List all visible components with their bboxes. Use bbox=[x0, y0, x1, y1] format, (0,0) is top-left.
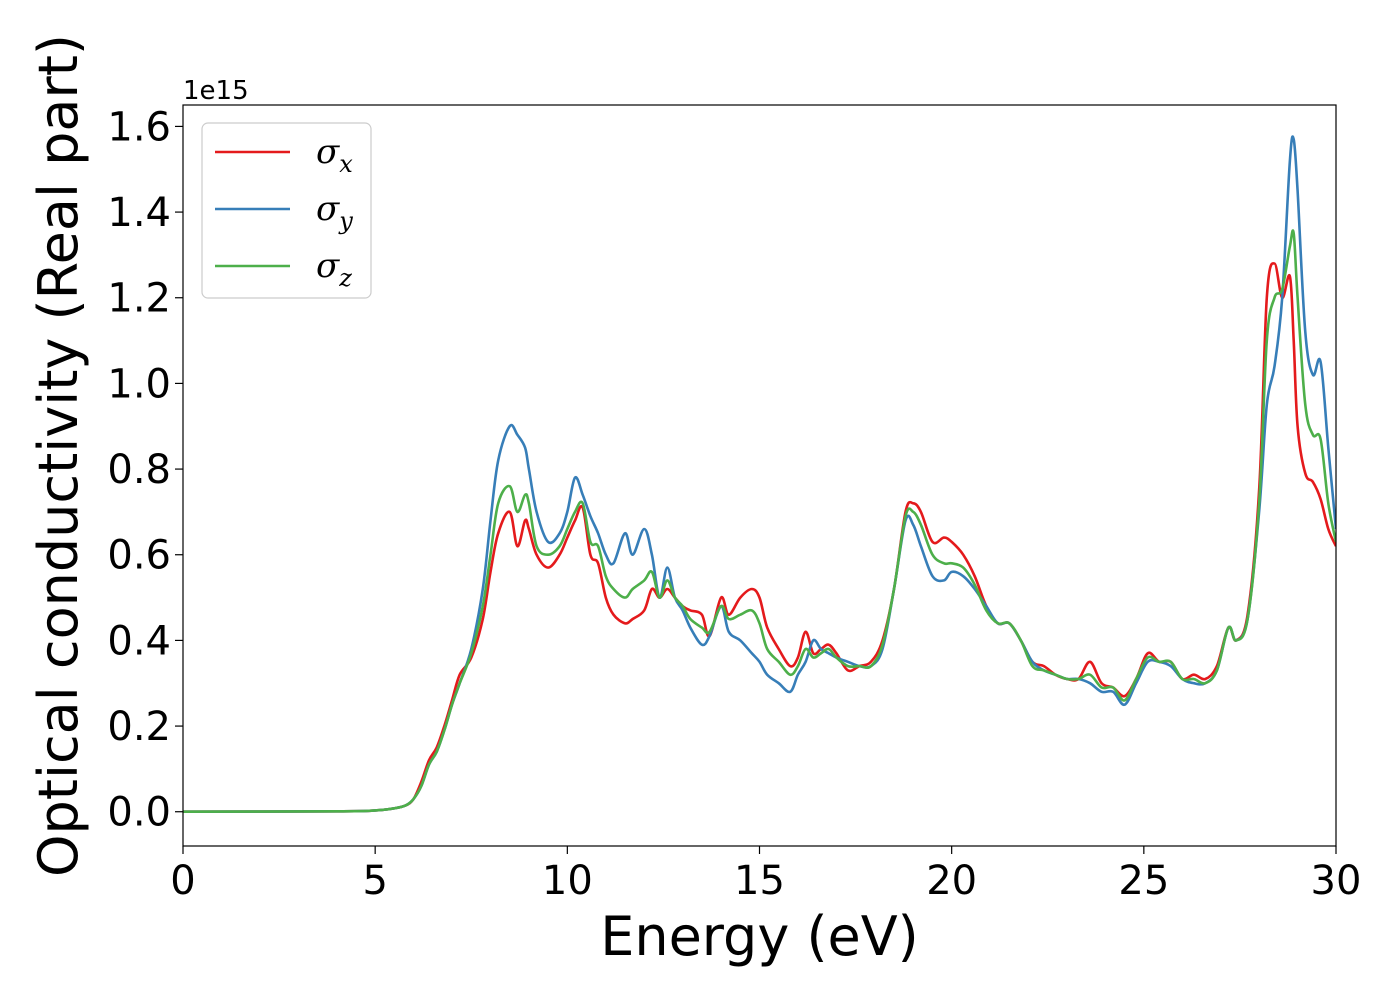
x-tick-label: 0 bbox=[170, 858, 195, 904]
y-axis-label: Optical conductivity (Real part) bbox=[27, 34, 90, 877]
x-tick-label: 5 bbox=[362, 858, 387, 904]
x-axis-ticks: 0 5 10 15 20 25 30 bbox=[170, 846, 1361, 904]
y-tick-label: 0.4 bbox=[107, 618, 171, 664]
y-tick-label: 1.0 bbox=[107, 361, 171, 407]
legend-box bbox=[201, 122, 372, 299]
y-axis-ticks: 0.0 0.2 0.4 0.6 0.8 1.0 1.2 1.4 1.6 bbox=[107, 104, 183, 836]
y-tick-label: 0.2 bbox=[107, 704, 171, 750]
x-tick-label: 30 bbox=[1311, 858, 1362, 904]
series-layer bbox=[183, 135, 1336, 813]
y-tick-label: 1.2 bbox=[107, 276, 171, 322]
series-line-z bbox=[183, 229, 1336, 813]
y-tick-label: 0.0 bbox=[107, 790, 171, 836]
x-tick-label: 10 bbox=[542, 858, 593, 904]
y-tick-label: 1.6 bbox=[107, 104, 171, 150]
x-tick-label: 25 bbox=[1118, 858, 1169, 904]
y-tick-label: 1.4 bbox=[107, 190, 171, 236]
x-tick-label: 15 bbox=[734, 858, 785, 904]
y-tick-label: 0.8 bbox=[107, 447, 171, 493]
legend-label-z: σz bbox=[316, 246, 352, 292]
legend-label-y: σy bbox=[316, 189, 353, 235]
legend: σx σy σz bbox=[201, 122, 372, 299]
y-tick-label: 0.6 bbox=[107, 533, 171, 579]
x-tick-label: 20 bbox=[926, 858, 977, 904]
x-axis-label: Energy (eV) bbox=[600, 905, 919, 968]
y-axis-offset-label: 1e15 bbox=[183, 76, 249, 106]
legend-label-x: σx bbox=[316, 132, 353, 178]
